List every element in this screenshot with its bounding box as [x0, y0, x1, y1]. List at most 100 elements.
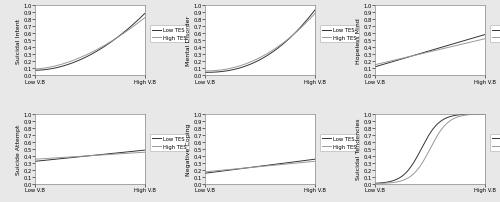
High TES — [97, 47, 103, 50]
High TES — [124, 30, 130, 33]
Y-axis label: Suicidal Intent: Suicidal Intent — [16, 18, 21, 63]
High TES — [98, 154, 103, 157]
Low TES — [97, 154, 103, 156]
Legend: Low TES, High TES: Low TES, High TES — [320, 26, 358, 43]
High TES — [294, 31, 300, 33]
Low TES — [97, 49, 103, 51]
Low TES — [440, 47, 446, 49]
Line: High TES: High TES — [205, 14, 315, 72]
Low TES — [124, 151, 130, 153]
High TES — [142, 17, 148, 20]
Legend: Low TES, High TES: Low TES, High TES — [320, 134, 358, 151]
Line: Low TES: Low TES — [205, 159, 315, 173]
High TES — [32, 68, 38, 71]
Low TES — [294, 30, 300, 32]
High TES — [312, 13, 318, 16]
Low TES — [437, 121, 443, 123]
High TES — [482, 113, 488, 116]
Line: High TES: High TES — [35, 153, 145, 159]
High TES — [302, 24, 308, 26]
Low TES — [132, 23, 138, 25]
Low TES — [99, 47, 105, 50]
Low TES — [202, 72, 208, 74]
Low TES — [202, 172, 208, 175]
Low TES — [438, 120, 444, 123]
Line: High TES: High TES — [35, 19, 145, 69]
High TES — [270, 164, 276, 167]
Low TES — [98, 49, 103, 51]
High TES — [472, 41, 478, 43]
Line: Low TES: Low TES — [35, 14, 145, 71]
Low TES — [202, 172, 208, 175]
Low TES — [32, 160, 38, 163]
Low TES — [372, 66, 378, 69]
Line: High TES: High TES — [205, 162, 315, 172]
Low TES — [437, 47, 443, 50]
High TES — [99, 154, 105, 156]
Low TES — [202, 72, 208, 74]
High TES — [202, 70, 208, 73]
High TES — [270, 50, 276, 52]
Low TES — [142, 149, 148, 152]
High TES — [132, 25, 138, 28]
High TES — [268, 51, 274, 54]
High TES — [142, 151, 148, 154]
Legend: Low TES, High TES: Low TES, High TES — [150, 134, 188, 151]
High TES — [99, 46, 105, 49]
Line: High TES: High TES — [375, 40, 485, 65]
High TES — [202, 171, 208, 173]
High TES — [124, 152, 130, 155]
Legend: Low TES, High TES: Low TES, High TES — [150, 26, 188, 43]
High TES — [372, 64, 378, 66]
High TES — [97, 154, 103, 157]
High TES — [268, 165, 274, 167]
Low TES — [312, 10, 318, 12]
High TES — [202, 171, 208, 173]
Line: Low TES: Low TES — [375, 35, 485, 67]
Y-axis label: Suicidal Tendencies: Suicidal Tendencies — [356, 118, 362, 180]
Low TES — [464, 39, 470, 42]
Low TES — [267, 53, 273, 56]
Low TES — [472, 37, 478, 40]
High TES — [32, 158, 38, 161]
Low TES — [270, 164, 276, 166]
High TES — [32, 158, 38, 161]
Low TES — [472, 113, 478, 116]
High TES — [437, 49, 443, 51]
Low TES — [372, 182, 378, 185]
Legend: Low TES, High TES: Low TES, High TES — [490, 134, 500, 151]
Y-axis label: Suicide Attempt: Suicide Attempt — [16, 124, 21, 174]
High TES — [267, 165, 273, 167]
High TES — [202, 70, 208, 73]
Low TES — [132, 150, 138, 153]
Low TES — [482, 34, 488, 37]
High TES — [372, 182, 378, 185]
High TES — [267, 51, 273, 54]
Low TES — [372, 182, 378, 185]
Low TES — [99, 154, 105, 156]
Low TES — [270, 52, 276, 54]
Low TES — [294, 160, 300, 163]
High TES — [312, 160, 318, 163]
High TES — [438, 130, 444, 132]
Low TES — [268, 164, 274, 166]
Y-axis label: Mental Disorder: Mental Disorder — [186, 16, 191, 66]
Line: Low TES: Low TES — [375, 114, 485, 183]
Low TES — [440, 119, 446, 122]
High TES — [132, 152, 138, 154]
Low TES — [267, 164, 273, 166]
High TES — [464, 42, 470, 45]
Low TES — [438, 47, 444, 49]
High TES — [440, 48, 446, 51]
Low TES — [32, 160, 38, 163]
Low TES — [302, 22, 308, 25]
High TES — [482, 38, 488, 41]
Low TES — [312, 158, 318, 161]
Low TES — [302, 160, 308, 162]
Y-axis label: Negative Coping: Negative Coping — [186, 123, 191, 175]
High TES — [464, 114, 470, 116]
Low TES — [32, 70, 38, 72]
Low TES — [482, 113, 488, 115]
Low TES — [142, 13, 148, 16]
High TES — [472, 114, 478, 116]
